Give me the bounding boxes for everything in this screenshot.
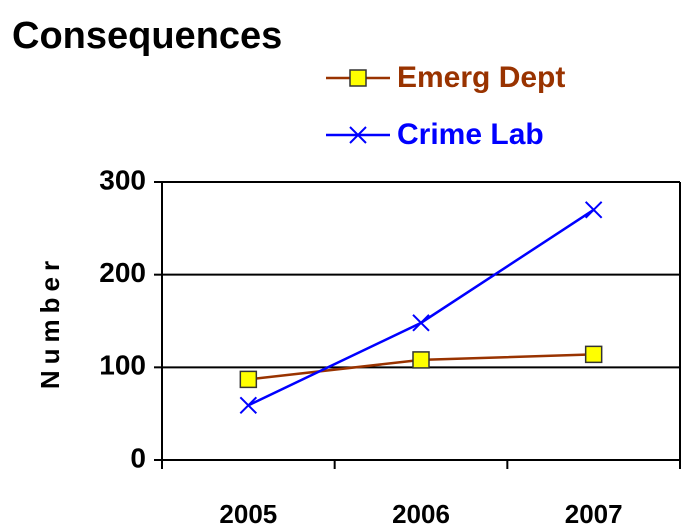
marker xyxy=(584,345,603,364)
x-tick-label: 2006 xyxy=(392,499,450,529)
legend-marker xyxy=(349,126,367,144)
legend-label: Emerg Dept xyxy=(397,61,565,94)
marker xyxy=(584,201,603,219)
legend-label: Crime Lab xyxy=(397,118,544,151)
y-tick-label: 200 xyxy=(99,257,146,288)
legend-marker xyxy=(349,69,367,87)
x-tick-label: 2007 xyxy=(565,499,623,529)
marker xyxy=(239,396,258,415)
y-axis-title: Number xyxy=(35,255,65,389)
series-line xyxy=(247,208,595,407)
marker xyxy=(239,370,258,389)
marker xyxy=(412,351,430,369)
y-tick-label: 100 xyxy=(99,350,146,381)
marker xyxy=(412,314,430,332)
y-tick-label: 0 xyxy=(130,442,146,473)
chart-title: Consequences xyxy=(12,15,282,57)
y-tick-label: 300 xyxy=(99,164,146,195)
x-tick-label: 2005 xyxy=(219,499,277,529)
